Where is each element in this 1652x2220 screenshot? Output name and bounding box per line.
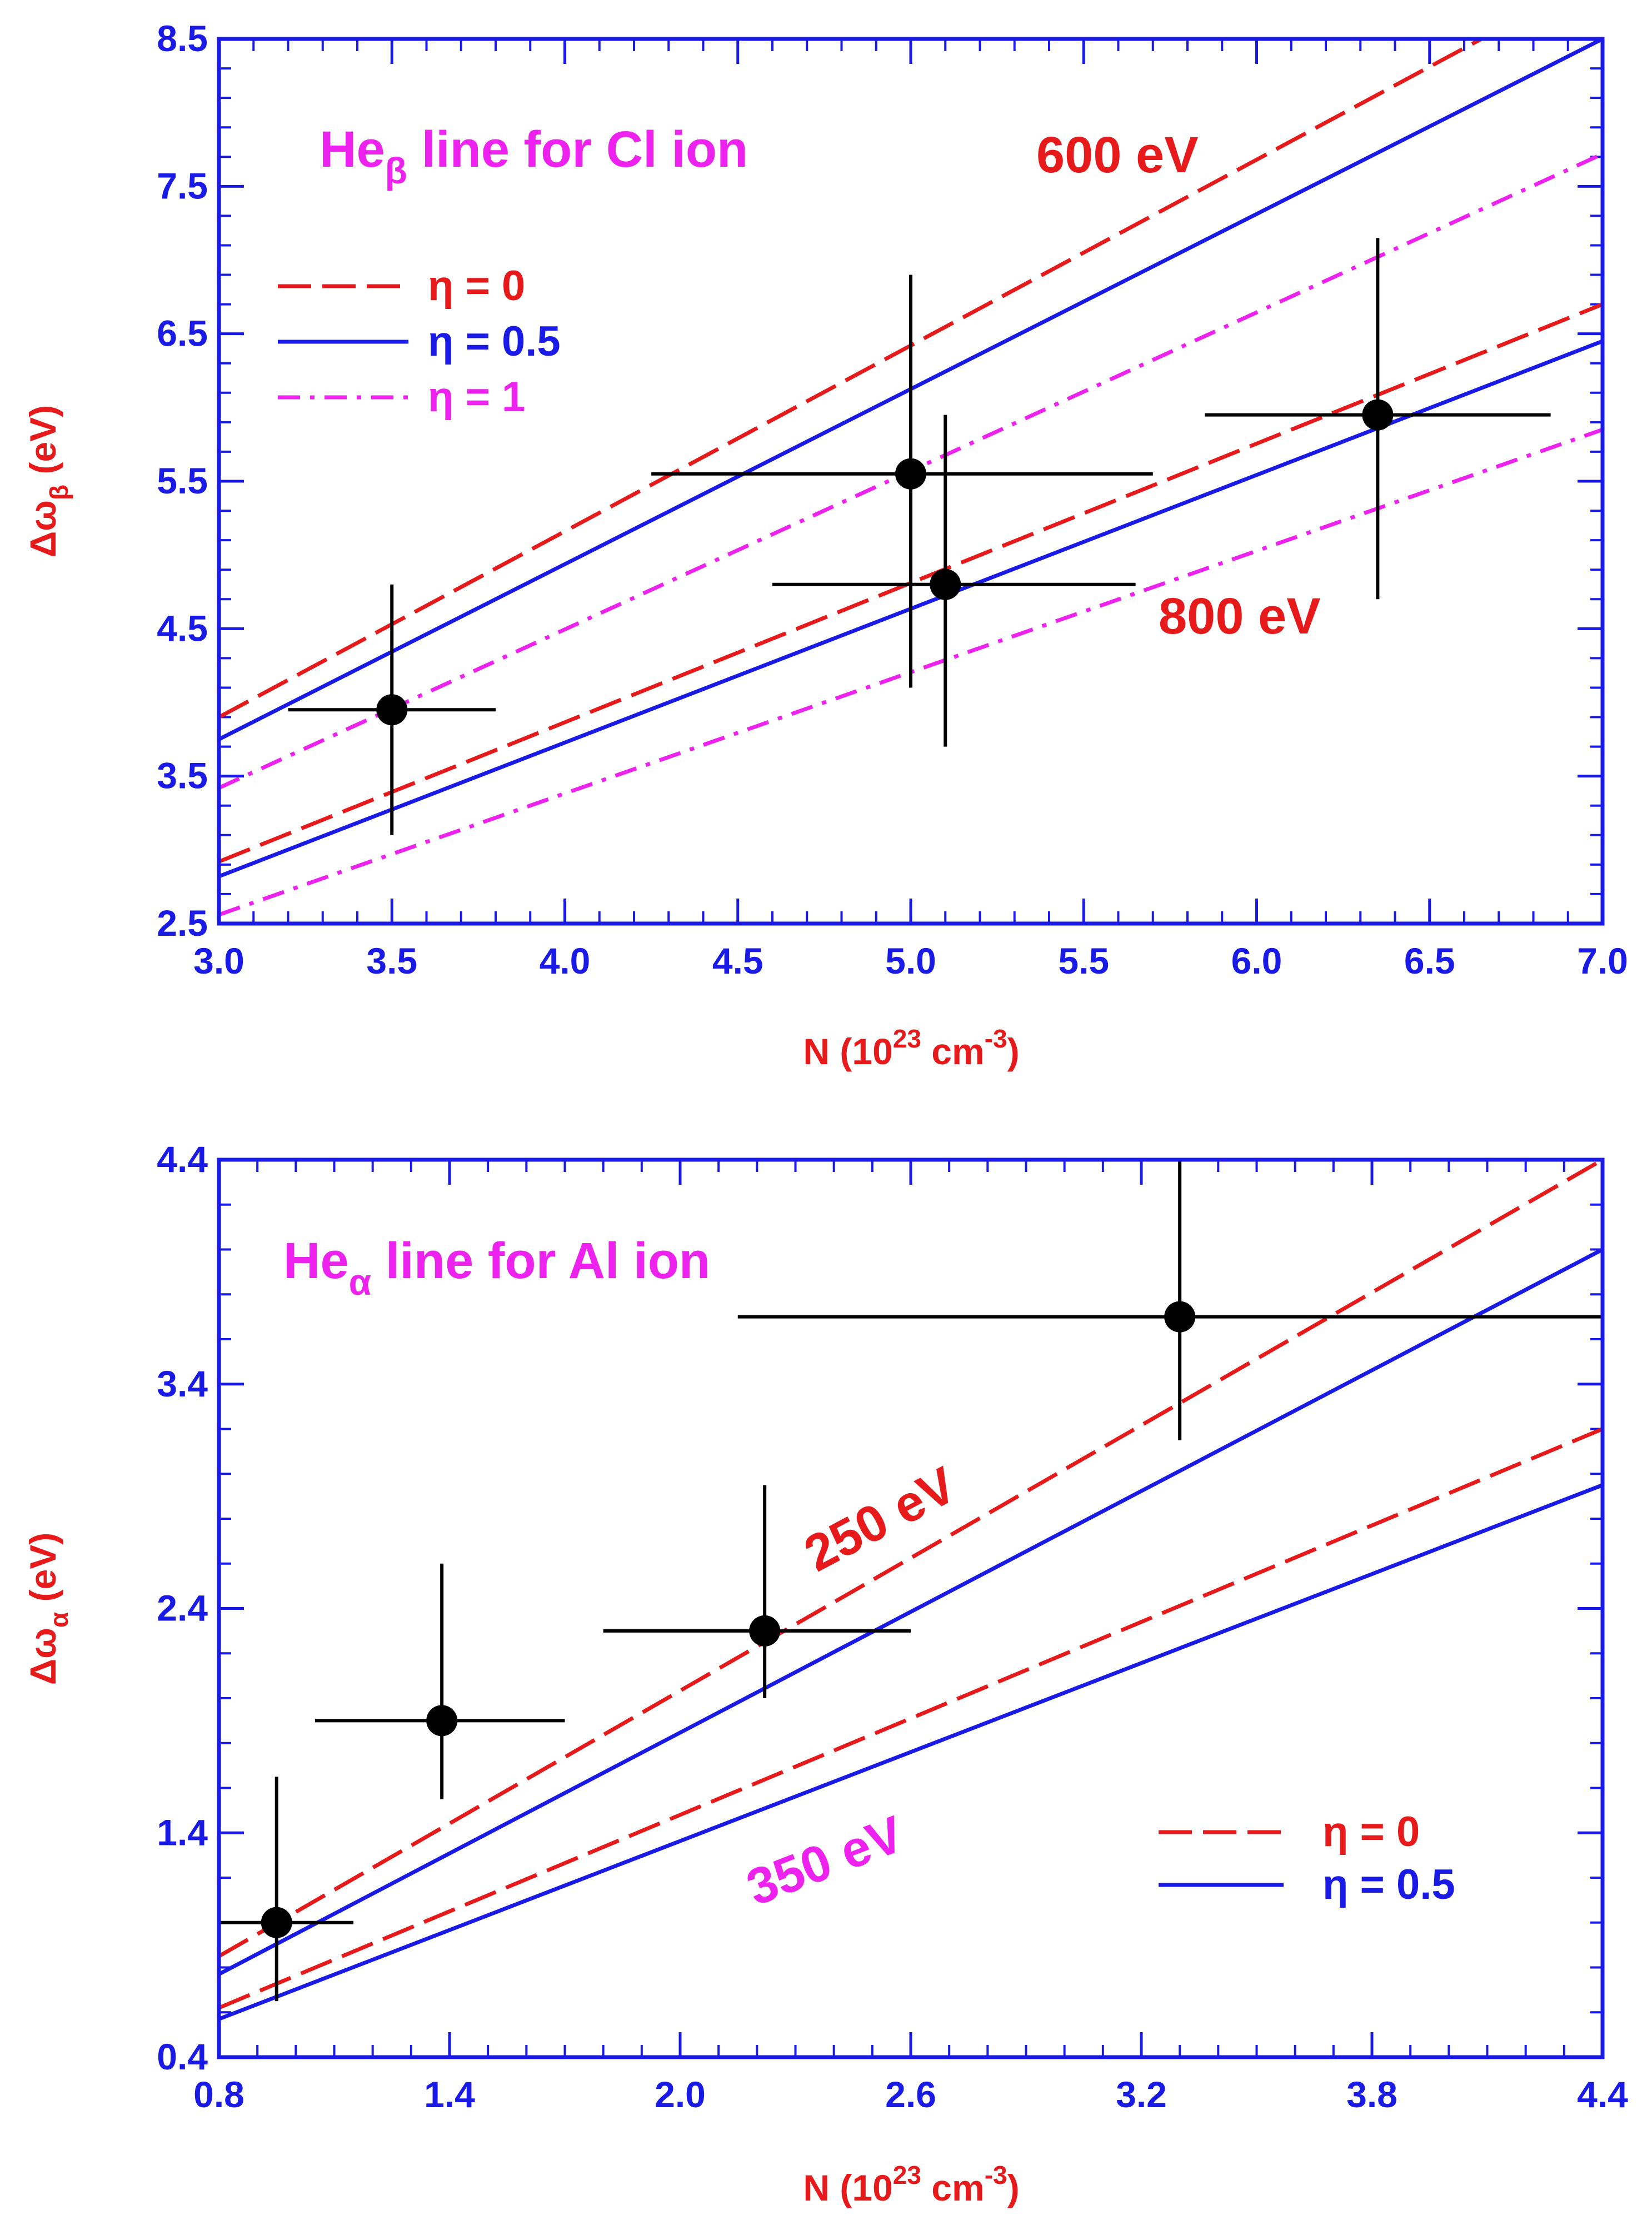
data-point-1: [651, 275, 1153, 688]
legend: η = 0 η = 0.5: [1159, 1808, 1455, 1908]
data-point-3: [737, 1160, 1603, 1440]
data-marker: [930, 568, 961, 600]
series-line-1: [218, 1248, 1604, 1976]
x-tick-label: 1.4: [424, 2074, 475, 2115]
data-point-1: [315, 1563, 565, 1799]
data-marker: [1362, 399, 1394, 431]
x-axis-label: N (1023 cm-3): [803, 2161, 1019, 2208]
x-axis-label: N (1023 cm-3): [803, 1024, 1019, 1072]
y-tick-label: 3.5: [157, 755, 208, 796]
y-tick-label: 3.4: [157, 1363, 208, 1404]
y-tick-label: 4.4: [157, 1139, 208, 1180]
chart-he-beta-cl: 3.0 3.5 4.0 4.5 5.0 5.5 6.0 6.5 7.0 2.5 3.5 4.5 5.5…: [22, 18, 1628, 1072]
x-tick-label: 3.2: [1116, 2074, 1167, 2115]
data-point-3: [1205, 238, 1551, 600]
y-axis-label: Δωβ (eV): [22, 405, 73, 557]
data-point-0: [219, 1777, 354, 2002]
legend-label-eta0: η = 0: [1322, 1808, 1420, 1855]
x-tick-label: 7.0: [1577, 940, 1628, 981]
plot-frame: [217, 37, 1605, 926]
y-tick-labels: 2.5 3.5 4.5 5.5 6.5 7.5 8.5: [157, 18, 208, 944]
x-tick-label: 5.0: [885, 940, 936, 981]
series-line-3: [218, 302, 1604, 864]
model-lines: [218, 1158, 1604, 2021]
data-marker: [895, 458, 926, 490]
x-tick-label: 4.0: [540, 940, 591, 981]
y-tick-label: 4.5: [157, 607, 208, 648]
y-tick-label: 5.5: [157, 460, 208, 501]
legend-label-eta0: η = 0: [428, 262, 525, 310]
data-points: [219, 1160, 1603, 2002]
series-line-3: [218, 1483, 1604, 2021]
data-marker: [749, 1615, 781, 1647]
x-tick-label: 2.6: [885, 2074, 936, 2115]
x-tick-labels: 3.0 3.5 4.0 4.5 5.0 5.5 6.0 6.5 7.0: [193, 940, 1628, 981]
plot-frame: [217, 1158, 1605, 2059]
data-marker: [376, 694, 408, 726]
x-tick-label: 4.4: [1577, 2074, 1628, 2115]
y-axis-label: Δωα (eV): [22, 1533, 73, 1685]
legend-label-eta1: η = 1: [428, 373, 525, 421]
data-marker: [1164, 1301, 1196, 1333]
x-tick-label: 0.8: [193, 2074, 244, 2115]
legend-label-eta05: η = 0.5: [1322, 1861, 1455, 1908]
data-marker: [261, 1907, 292, 1938]
annotation-250ev: 250 eV: [796, 1456, 965, 1583]
chart-title: Heα line for Al ion: [283, 1233, 710, 1303]
y-tick-label: 2.5: [157, 902, 208, 944]
x-tick-label: 3.8: [1346, 2074, 1398, 2115]
y-tick-label: 2.4: [157, 1588, 208, 1629]
x-tick-label: 3.0: [193, 940, 244, 981]
series-line-2: [218, 1427, 1604, 2010]
x-tick-label: 3.5: [366, 940, 417, 981]
y-tick-label: 7.5: [157, 165, 208, 206]
y-tick-label: 6.5: [157, 313, 208, 354]
data-points: [288, 238, 1551, 835]
y-tick-label: 0.4: [157, 2036, 208, 2077]
chart-he-alpha-al: 0.8 1.4 2.0 2.6 3.2 3.8 4.4 0.4 1.4 2.4 3.4 4.4 He…: [22, 1139, 1628, 2208]
annotation-600ev: 600 eV: [1036, 127, 1199, 183]
x-tick-label: 6.5: [1404, 940, 1455, 981]
x-tick-label: 2.0: [655, 2074, 706, 2115]
series-line-0: [218, 37, 1483, 719]
data-point-2: [603, 1485, 911, 1698]
data-marker: [426, 1705, 458, 1737]
legend: η = 0 η = 0.5 η = 1: [278, 262, 561, 421]
y-tick-label: 8.5: [157, 18, 208, 59]
chart-title: Heβ line for Cl ion: [320, 121, 748, 191]
y-tick-labels: 0.4 1.4 2.4 3.4 4.4: [157, 1139, 208, 2077]
y-tick-label: 1.4: [157, 1812, 208, 1853]
annotation-350ev: 350 eV: [740, 1805, 911, 1917]
data-point-2: [772, 415, 1136, 747]
x-tick-label: 5.5: [1058, 940, 1109, 981]
x-tick-label: 4.5: [712, 940, 763, 981]
annotation-800ev: 800 eV: [1159, 588, 1321, 645]
x-tick-labels: 0.8 1.4 2.0 2.6 3.2 3.8 4.4: [193, 2074, 1628, 2115]
legend-label-eta05: η = 0.5: [428, 318, 561, 365]
x-tick-label: 6.0: [1231, 940, 1282, 981]
data-point-0: [288, 584, 496, 835]
